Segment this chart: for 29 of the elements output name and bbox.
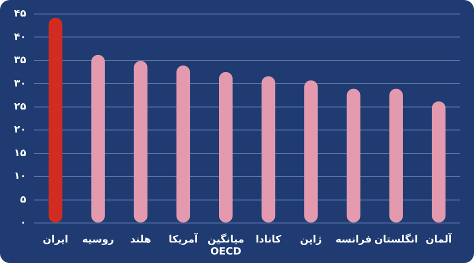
x-tick-label: ژاپن (300, 234, 322, 246)
y-tick-label: ۵ (20, 194, 26, 206)
y-tick-label: ۱۵ (14, 148, 26, 159)
x-tick-label: هلند (130, 234, 152, 246)
y-tick-label: ۲۵ (14, 101, 26, 112)
bar (134, 60, 148, 222)
x-tick-label: کانادا (256, 234, 282, 246)
y-tick-label: ۱۰ (14, 171, 26, 182)
y-tick-label: ۳۰ (14, 78, 26, 90)
x-tick-label: آمریکا (168, 232, 198, 246)
bar (48, 18, 62, 222)
bar (304, 80, 318, 222)
bar (432, 101, 446, 222)
x-tick-label: ایران (42, 234, 68, 246)
y-tick-label: ۰ (20, 218, 26, 229)
y-tick-label: ۴۰ (14, 32, 26, 43)
bar (219, 72, 233, 222)
bar (176, 66, 190, 222)
x-tick-label: فرانسه (335, 234, 372, 246)
y-tick-label: ۳۵ (14, 55, 26, 66)
bar (346, 88, 360, 222)
y-tick-label: ۲۰ (14, 124, 26, 136)
x-tick-label: روسیه (82, 234, 114, 246)
y-tick-label: ۴۵ (14, 8, 26, 20)
bar (91, 54, 105, 222)
x-tick-label: آلمان (426, 232, 452, 246)
bar (262, 76, 276, 222)
bar (389, 88, 403, 222)
x-tick-label: انگلستان (374, 232, 418, 246)
